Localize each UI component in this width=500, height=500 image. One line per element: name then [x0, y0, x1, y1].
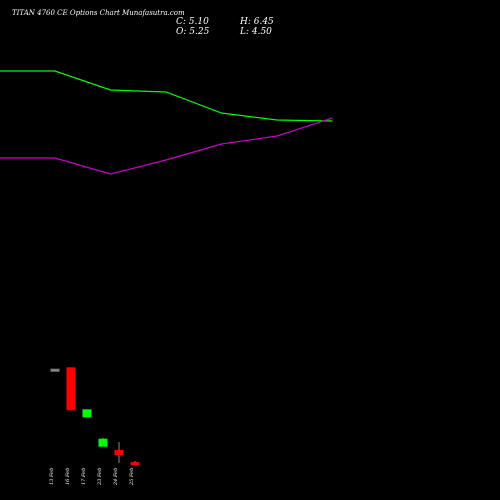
candlesticks: [50, 367, 140, 466]
candle-body: [82, 409, 92, 418]
open-value: O: 5.25: [176, 27, 210, 37]
x-tick-label: 23 Feb: [97, 468, 103, 486]
x-axis-ticks: 13 Feb 16 Feb 17 Feb 23 Feb 24 Feb 25 Feb: [49, 468, 135, 486]
candle-1: [50, 368, 60, 372]
candle-3: [82, 409, 92, 418]
x-tick-label: 17 Feb: [81, 468, 87, 485]
candle-2: [66, 367, 76, 411]
chart-title: TITAN 4760 CE Options Chart Munafasutra.…: [12, 9, 185, 17]
candle-4: [98, 437, 108, 447]
candle-body: [66, 367, 76, 411]
low-value: L: 4.50: [240, 27, 272, 37]
x-tick-label: 24 Feb: [113, 468, 119, 486]
indicator-line-1: [0, 70, 333, 122]
candle-6: [130, 460, 140, 466]
close-value: C: 5.10: [176, 17, 209, 27]
candle-body: [98, 438, 108, 447]
high-value: H: 6.45: [240, 17, 274, 27]
candle-body: [114, 449, 124, 456]
candle-body: [130, 462, 140, 466]
indicator-lines: [0, 70, 333, 175]
x-tick-label: 16 Feb: [65, 468, 71, 485]
candle-body: [50, 368, 60, 372]
x-tick-label: 25 Feb: [129, 468, 135, 486]
indicator-line-2: [0, 117, 333, 175]
x-tick-label: 13 Feb: [49, 468, 55, 485]
candle-5: [114, 442, 124, 463]
